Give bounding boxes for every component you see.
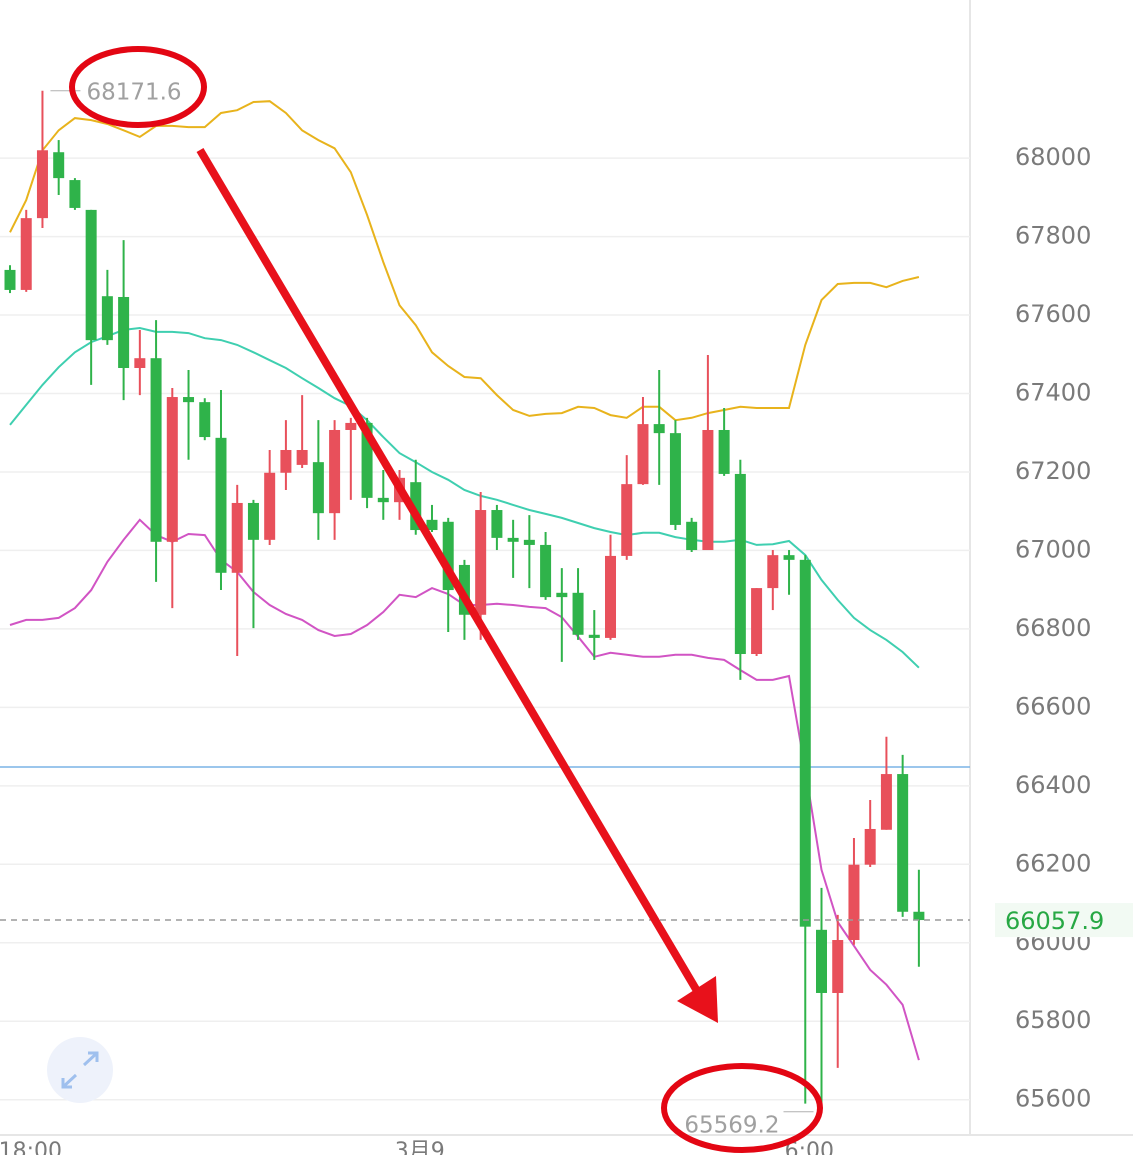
candle-body <box>491 510 503 538</box>
candle-body <box>264 472 276 540</box>
candle-body <box>280 449 292 473</box>
y-tick-label: 67800 <box>1015 222 1091 250</box>
candle-body <box>751 588 763 655</box>
y-tick-label: 67400 <box>1015 379 1091 407</box>
y-tick-label: 66600 <box>1015 692 1091 720</box>
candle-body <box>686 521 698 551</box>
y-tick-label: 65800 <box>1015 1006 1091 1034</box>
trend-arrow <box>196 147 704 999</box>
candle-body <box>101 296 113 341</box>
y-tick-label: 66800 <box>1015 614 1091 642</box>
candle-body <box>377 497 389 503</box>
candle-body <box>653 424 665 434</box>
band-line <box>9 326 920 669</box>
candle-body <box>118 296 130 369</box>
y-tick-label: 66400 <box>1015 771 1091 799</box>
highlight-circle <box>661 1063 823 1153</box>
candle-body <box>816 929 827 993</box>
candle-body <box>767 555 779 589</box>
candle-body <box>588 634 600 638</box>
min-label: 65569.2 <box>684 1112 779 1138</box>
candle-body <box>475 510 487 615</box>
candle-body <box>832 940 844 993</box>
candle-body <box>410 482 422 531</box>
candle-body <box>329 429 341 514</box>
candle-body <box>4 269 16 290</box>
candle-body <box>296 449 308 465</box>
plot: 6560065800660006620066400666006680067000… <box>0 79 1091 1155</box>
candle-body <box>864 828 876 865</box>
candle-body <box>85 209 97 341</box>
candle-body <box>312 462 324 514</box>
candle-body <box>199 402 211 438</box>
candle-body <box>702 429 714 551</box>
candle-body <box>150 358 162 542</box>
band-line <box>9 100 920 422</box>
candle-body <box>556 592 568 598</box>
candle-body <box>507 537 519 542</box>
last-price-box <box>995 903 1133 938</box>
candle-body <box>572 592 584 635</box>
y-tick-label: 67600 <box>1015 300 1091 328</box>
candle-body <box>166 397 178 542</box>
candle-body <box>247 502 259 540</box>
candle-body <box>69 180 81 208</box>
candle-body <box>53 152 65 179</box>
y-tick-label: 67200 <box>1015 457 1091 485</box>
candle-body <box>183 397 195 403</box>
expand-button[interactable] <box>47 1037 113 1103</box>
candle-body <box>540 544 552 598</box>
x-tick-label: 18:00 <box>0 1139 62 1155</box>
x-tick-label: 6:00 <box>785 1139 834 1155</box>
candle-body <box>345 422 357 430</box>
candle-body <box>426 519 438 531</box>
candle-body <box>231 502 243 573</box>
candle-body <box>734 473 746 655</box>
candle-body <box>523 539 535 545</box>
candle-body <box>783 555 795 560</box>
candle-body <box>442 521 454 591</box>
highlight-circle <box>69 46 207 128</box>
candle-body <box>605 555 617 638</box>
y-tick-label: 68000 <box>1015 143 1091 171</box>
candle-body <box>215 437 227 573</box>
last-price-label: 66057.9 <box>1005 907 1104 935</box>
candle-body <box>718 429 730 474</box>
y-tick-label: 65600 <box>1015 1085 1091 1113</box>
candle-body <box>20 218 32 290</box>
y-tick-label: 67000 <box>1015 535 1091 563</box>
max-label: 68171.6 <box>86 79 181 105</box>
candle-body <box>134 358 146 369</box>
candle-body <box>637 424 649 485</box>
x-tick-label: 3月9 <box>395 1139 445 1155</box>
candle-body <box>848 864 860 941</box>
candle-body <box>880 774 892 830</box>
candle-body <box>36 150 48 219</box>
candle-body <box>799 559 811 927</box>
candle-body <box>669 433 681 525</box>
candle-body <box>361 422 373 498</box>
y-tick-label: 66200 <box>1015 849 1091 877</box>
arrow-head <box>677 976 718 1023</box>
candle-body <box>913 911 925 921</box>
candle-body <box>897 774 909 912</box>
candle-body <box>621 484 633 556</box>
